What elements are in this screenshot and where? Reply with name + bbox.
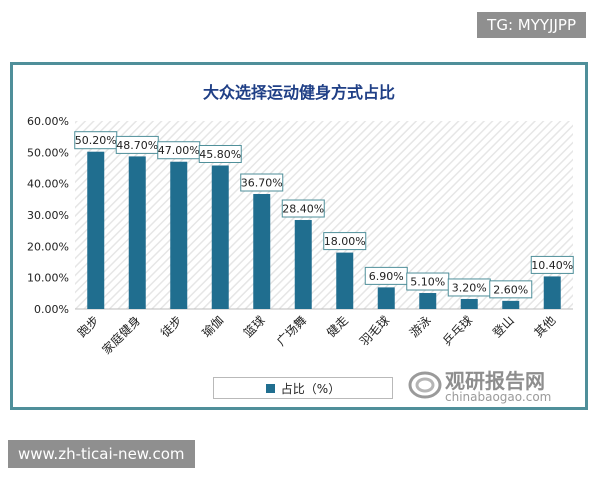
brand-name-en: chinabaogao.com <box>445 390 552 404</box>
bar <box>543 276 561 309</box>
data-label-box <box>281 199 325 218</box>
legend-swatch <box>265 383 275 393</box>
chart-frame: 大众选择运动健身方式占比 0.00% 10.00% 20.00% 30.00% 40.0… <box>10 62 588 410</box>
x-tick-label: 广场舞 <box>274 313 309 348</box>
legend: 占比（%） <box>213 377 393 399</box>
x-tick-label: 登山 <box>489 313 517 341</box>
url-watermark: www.zh-ticai-new.com <box>8 440 195 468</box>
data-label: 10.40% <box>531 259 573 272</box>
data-label: 6.90% <box>369 270 404 283</box>
bar <box>87 151 105 309</box>
data-label: 50.20% <box>75 134 117 147</box>
y-tick-label: 20.00% <box>27 240 69 253</box>
data-label: 45.80% <box>199 148 241 161</box>
bar <box>336 252 354 309</box>
bar-chart: 0.00% 10.00% 20.00% 30.00% 40.00% 50.00% 60.00… <box>27 115 574 358</box>
bar <box>211 165 229 309</box>
x-tick-label: 乒乓球 <box>440 313 475 348</box>
bar <box>502 300 520 309</box>
bar <box>128 156 146 309</box>
bar <box>460 298 478 309</box>
legend-label: 占比（%） <box>280 381 341 396</box>
bar <box>253 194 271 309</box>
y-tick-label: 60.00% <box>27 115 69 128</box>
data-label-box <box>489 280 533 299</box>
bar <box>377 287 395 309</box>
data-label: 18.00% <box>324 235 366 248</box>
brand-watermark: 观研报告网 chinabaogao.com <box>405 365 575 405</box>
chart-title: 大众选择运动健身方式占比 <box>202 83 395 102</box>
bar <box>170 161 188 309</box>
x-tick-label: 游泳 <box>407 313 434 340</box>
bar <box>419 293 437 309</box>
data-label-box <box>530 255 574 274</box>
data-label: 5.10% <box>410 276 445 289</box>
y-tick-label: 40.00% <box>27 178 69 191</box>
brand-name-cn: 观研报告网 <box>445 369 545 393</box>
brand-logo-icon <box>408 371 442 399</box>
data-label-box <box>198 144 242 163</box>
tg-watermark: TG: MYYJJPP <box>477 12 586 38</box>
x-tick-label: 羽毛球 <box>357 313 392 348</box>
data-label: 48.70% <box>116 139 158 152</box>
x-tick-label: 家庭健身 <box>99 313 144 358</box>
x-tick-label: 其他 <box>531 313 558 340</box>
data-label: 3.20% <box>452 281 487 294</box>
y-tick-label: 50.00% <box>27 146 69 159</box>
data-label: 36.70% <box>241 177 283 190</box>
y-tick-label: 10.00% <box>27 272 69 285</box>
y-tick-label: 30.00% <box>27 209 69 222</box>
data-label: 2.60% <box>493 283 528 296</box>
x-tick-label: 篮球 <box>240 313 268 341</box>
data-label: 28.40% <box>282 203 324 216</box>
x-tick-label: 健走 <box>324 313 351 340</box>
x-tick-label: 跑步 <box>75 313 102 340</box>
x-tick-label: 瑜伽 <box>199 313 227 341</box>
data-label: 47.00% <box>158 144 200 157</box>
x-tick-label: 徒步 <box>158 313 185 340</box>
y-tick-label: 0.00% <box>34 303 69 316</box>
data-label-box <box>323 232 367 251</box>
data-label-box <box>240 173 284 192</box>
bar <box>294 220 312 309</box>
